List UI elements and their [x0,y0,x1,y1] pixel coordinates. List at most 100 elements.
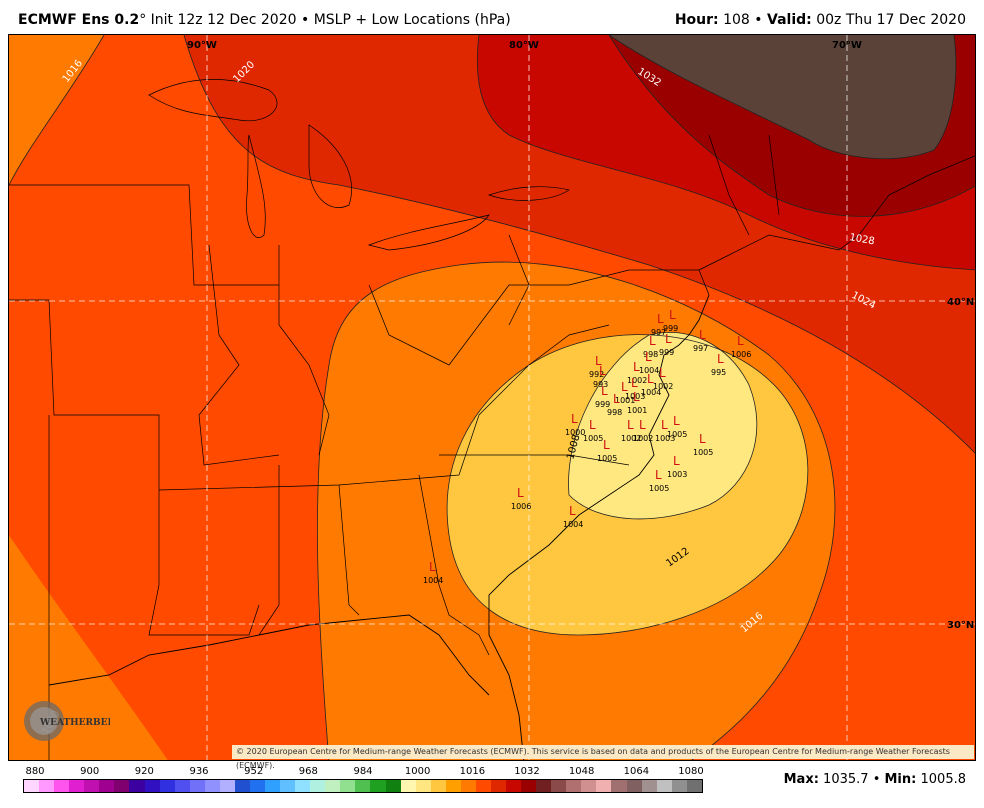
low-pressure-value: 1002 [653,382,673,391]
low-pressure-value: 1004 [639,366,659,375]
hour-value: 108 [723,12,750,28]
low-pressure-value: 1005 [583,434,603,443]
scale-swatch [656,780,672,792]
scale-swatch [686,780,702,792]
scale-labels: 880 900 920 936 952 968 984 1000 1016 1032 1048 106… [23,766,703,778]
low-pressure-value: 1004 [641,388,661,397]
scale-swatch [536,780,552,792]
low-pressure-value: 1002 [621,434,641,443]
low-marker-l: L [601,384,608,398]
border-line [258,465,280,636]
fill-1008 [568,332,757,519]
scale-swatch [159,780,175,792]
scale-label: 984 [353,766,373,777]
lake-michigan [246,134,266,238]
fill-1016-west [9,35,104,185]
low-marker-l: L [429,560,436,574]
scale-swatch [99,780,115,792]
border-line [439,454,630,466]
scale-label: 1032 [514,766,540,777]
east-coastline [488,294,710,760]
lat-label-30n: 30°N [947,620,974,631]
low-pressure-value: 992 [589,370,604,379]
low-pressure-value: 1004 [423,576,443,585]
scale-swatch [310,780,326,792]
low-pressure-value: 1004 [563,520,583,529]
border-line [278,245,330,456]
scale-swatch [84,780,100,792]
lake-superior [148,79,278,122]
border-line [9,184,279,286]
scale-swatch [219,780,235,792]
gulf-coastline [48,614,490,696]
max-label: Max: [783,772,819,787]
scale-swatch [295,780,311,792]
low-marker-l: L [673,454,680,468]
low-marker-l: L [649,334,656,348]
low-pressure-value: 1006 [731,350,751,359]
low-marker-l: L [699,432,706,446]
low-pressure-value: 1006 [511,502,531,511]
border-line [418,474,490,656]
scale-swatch [475,780,491,792]
scale-swatch [54,780,70,792]
low-marker-l: L [571,412,578,426]
low-marker-l: L [717,352,724,366]
scale-swatch [69,780,85,792]
low-marker-l: L [639,418,646,432]
low-pressure-value: 998 [607,408,622,417]
scale-swatch [521,780,537,792]
min-label: Min: [884,772,917,787]
separator: • [300,12,310,28]
low-marker-l: L [673,414,680,428]
scale-swatch [129,780,145,792]
low-marker-l: L [595,354,602,368]
scale-swatch [249,780,265,792]
low-marker-l: L [647,372,654,386]
hour-label: Hour: [674,12,719,28]
scale-swatch [445,780,461,792]
lon-label-70w: 70°W [832,40,862,51]
scale-label: 952 [244,766,264,777]
low-pressure-value: 999 [663,324,678,333]
low-pressure-value: 1005 [693,448,713,457]
low-pressure-value: 995 [711,368,726,377]
isobar-1008 [568,332,758,520]
valid-value: 00z Thu 17 Dec 2020 [816,12,966,28]
copyright-notice: © 2020 European Centre for Medium-range … [232,745,974,770]
logo-globe-inner [30,707,58,735]
low-pressure-value: 1001 [627,406,647,415]
scale-bar [23,779,703,793]
fill-1036 [609,35,956,159]
low-marker-l: L [659,366,666,380]
border-line [708,134,750,236]
border-line [768,134,780,216]
scale-swatch [596,780,612,792]
scale-swatch [355,780,371,792]
low-marker-l: L [655,468,662,482]
lake-erie [367,214,490,251]
low-pressure-value: 1005 [649,484,669,493]
lake-huron [308,124,352,208]
low-marker-l: L [669,308,676,322]
low-marker-l: L [517,486,524,500]
scale-swatch [280,780,296,792]
init-time: Init 12z 12 Dec 2020 [150,12,297,28]
low-pressure-value: 1005 [597,454,617,463]
low-marker-l: L [699,328,706,342]
border-line [368,269,710,366]
low-pressure-value: 998 [643,350,658,359]
scale-swatch [400,780,416,792]
low-marker-l: L [665,332,672,346]
scale-swatch [204,780,220,792]
header: ECMWF Ens 0.2° Init 12z 12 Dec 2020 • MS… [0,0,984,34]
map-panel: 90°W 80°W 70°W 40°N 30°N 1016 1020 1032 … [8,34,976,761]
low-pressure-value: 1000 [565,428,585,437]
scale-swatch [385,780,401,792]
logo-text: WEATHERBELL [39,718,110,728]
low-pressure-value: 1002 [633,434,653,443]
low-marker-l: L [661,418,668,432]
scale-swatch [144,780,160,792]
low-marker-l: L [621,380,628,394]
border-line [198,244,280,466]
